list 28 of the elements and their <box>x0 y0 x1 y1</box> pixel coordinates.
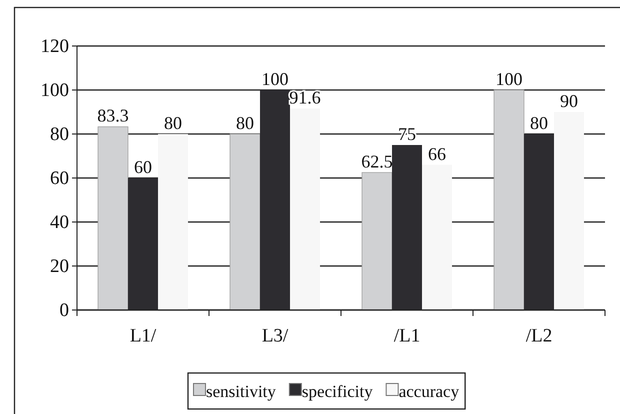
bar <box>98 126 128 310</box>
data-label: 80 <box>164 113 182 133</box>
y-tick-label: 120 <box>40 36 69 58</box>
legend-label: specificity <box>302 382 374 401</box>
data-label: 83.3 <box>97 106 129 126</box>
data-label: 90 <box>560 91 578 111</box>
data-label: 100 <box>496 69 522 89</box>
data-label: 66 <box>428 144 446 164</box>
bar <box>230 134 260 310</box>
y-tick-label: 20 <box>50 256 69 278</box>
data-label: 100 <box>262 69 288 89</box>
y-tick-label: 40 <box>50 212 69 234</box>
data-label: 80 <box>530 113 548 133</box>
data-label: 60 <box>134 157 152 177</box>
x-tick-label: L1/ <box>130 326 157 346</box>
y-tick-label: 80 <box>50 124 69 146</box>
x-tick-label: /L2 <box>526 326 552 346</box>
data-label: 80 <box>236 113 254 133</box>
legend-label: sensitivity <box>206 382 276 401</box>
y-tick-label: 0 <box>60 300 69 322</box>
legend-label: accuracy <box>398 382 460 401</box>
y-tick-label: 60 <box>50 168 69 190</box>
x-tick-label: /L1 <box>394 326 420 346</box>
bar <box>494 90 524 310</box>
bar <box>362 172 392 310</box>
data-label: 62.5 <box>361 152 393 172</box>
x-tick-label: L3/ <box>262 326 289 346</box>
y-tick-label: 100 <box>40 80 69 102</box>
